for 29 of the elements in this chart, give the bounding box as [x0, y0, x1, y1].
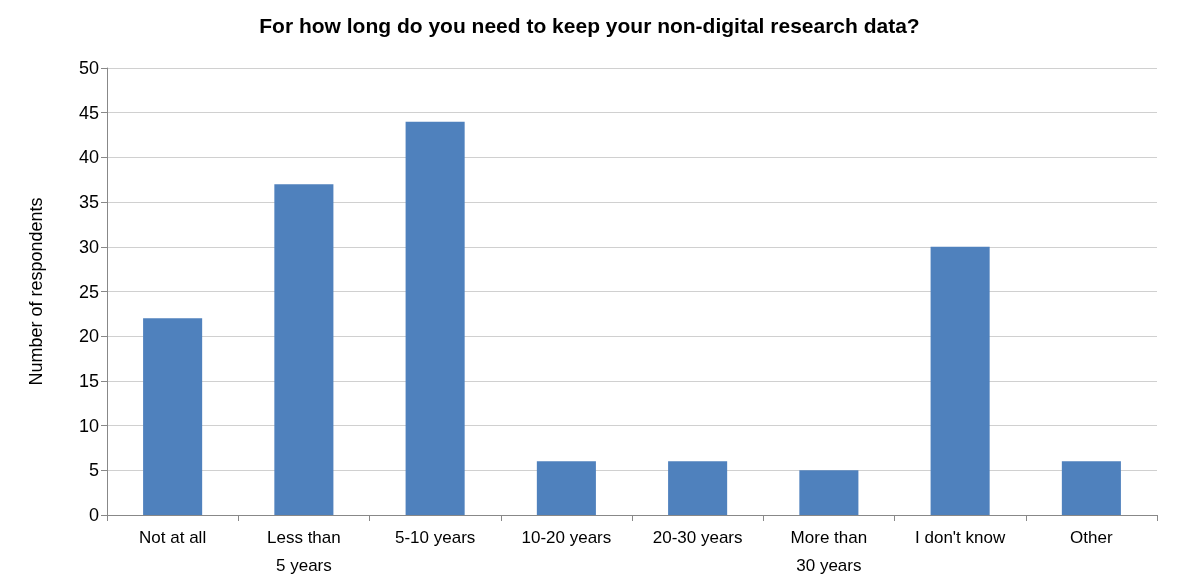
y-tick-label: 10 — [78, 415, 99, 436]
bar — [1061, 461, 1121, 515]
bar — [930, 246, 990, 515]
y-tick-label: 50 — [78, 58, 99, 78]
x-tick-label: Less than 5 years — [267, 527, 341, 575]
y-tick-label: 15 — [78, 370, 99, 391]
y-tick-label: 5 — [88, 460, 99, 481]
y-axis-title: Number of respondents — [26, 197, 46, 386]
bar — [274, 184, 334, 515]
y-tick-label: 25 — [78, 281, 99, 302]
y-tick-label: 20 — [78, 326, 99, 347]
x-tick-label: 5-10 years — [394, 527, 476, 547]
y-tick-label: 30 — [78, 236, 99, 257]
x-tick-label: 10-20 years — [521, 527, 612, 547]
bar — [536, 461, 596, 515]
x-tick-label: 20-30 years — [652, 527, 743, 547]
y-tick-label: 40 — [78, 147, 99, 168]
x-tick-label: Not at all — [139, 527, 207, 547]
x-tick-label: I don't know — [915, 527, 1006, 547]
y-tick-label: 35 — [78, 192, 99, 213]
y-tick-label: 45 — [78, 102, 99, 123]
bar — [799, 470, 859, 515]
bar — [405, 121, 465, 515]
bar — [143, 318, 203, 515]
y-tick-label: 0 — [88, 505, 99, 525]
chart-title: For how long do you need to keep your non-digital research data? — [259, 14, 920, 37]
x-tick-label: Other — [1070, 527, 1113, 547]
x-tick-label: More than 30 years — [790, 527, 868, 575]
bar — [668, 461, 728, 515]
